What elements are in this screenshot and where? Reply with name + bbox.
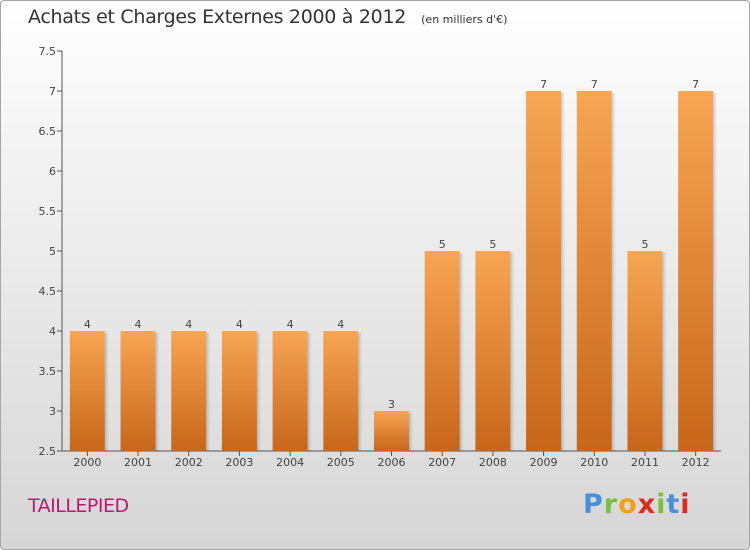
logo-letter: i (680, 489, 691, 520)
bar (424, 251, 460, 451)
proxiti-logo: Proxiti (583, 489, 691, 520)
data-labels: 4 4 4 4 4 4 3 5 5 7 7 5 7 (84, 78, 699, 411)
x-axis: 2000 2001 2002 2003 2004 2005 2006 2007 2008 2009… (62, 450, 721, 469)
x-tick-label: 2007 (428, 456, 456, 469)
chart-title: Achats et Charges Externes 2000 à 2012 (28, 6, 407, 28)
logo-letter: t (666, 489, 681, 520)
x-tick-label: 2002 (175, 456, 203, 469)
data-label: 3 (388, 398, 395, 411)
bar (171, 331, 207, 451)
data-label: 7 (540, 78, 547, 91)
x-tick-label: 2006 (378, 456, 406, 469)
logo-letter: P (583, 489, 604, 520)
logo-letter: o (618, 489, 638, 520)
x-tick-label: 2000 (73, 456, 101, 469)
x-tick-label: 2008 (479, 456, 507, 469)
y-tick-label: 2.5 (39, 445, 57, 458)
bar-shadow (307, 333, 312, 451)
y-tick-label: 4.5 (39, 285, 57, 298)
logo-letter: i (656, 489, 667, 520)
y-axis: 2.5 3 3.5 4 4.5 5 5.5 6 6.5 7 7.5 (39, 45, 63, 458)
x-tick-label: 2012 (682, 456, 710, 469)
x-tick-label: 2009 (530, 456, 558, 469)
bar-shadow (561, 93, 566, 451)
bar-shadow (510, 253, 515, 451)
logo-letter: r (603, 489, 619, 520)
bar (627, 251, 663, 451)
bar (475, 251, 511, 451)
bar (221, 331, 257, 451)
x-tick-label: 2010 (580, 456, 608, 469)
y-tick-label: 3.5 (39, 365, 57, 378)
bar-shadow (662, 253, 667, 451)
bar-shadow (104, 333, 109, 451)
y-tick-label: 6.5 (39, 125, 57, 138)
bar-shadow (358, 333, 363, 451)
data-label: 5 (439, 238, 446, 251)
y-tick-label: 7 (49, 85, 56, 98)
data-label: 5 (641, 238, 648, 251)
x-tick-label: 2004 (276, 456, 304, 469)
x-tick-label: 2011 (631, 456, 659, 469)
bar (526, 91, 562, 451)
bar (576, 91, 612, 451)
data-label: 7 (591, 78, 598, 91)
data-label: 7 (692, 78, 699, 91)
bar (678, 91, 714, 451)
bar-shadow (256, 333, 261, 451)
bar-shadow (459, 253, 464, 451)
bar (120, 331, 156, 451)
bar (69, 331, 105, 451)
x-tick-label: 2005 (327, 456, 355, 469)
x-tick-label: 2001 (124, 456, 152, 469)
data-label: 4 (236, 318, 243, 331)
commune-name: TAILLEPIED (28, 495, 129, 517)
y-tick-label: 5.5 (39, 205, 57, 218)
bar-shadow (409, 413, 413, 451)
y-tick-label: 7.5 (39, 45, 57, 58)
data-label: 4 (185, 318, 192, 331)
bar-shadow (155, 333, 160, 451)
bars (69, 91, 718, 451)
data-label: 4 (135, 318, 142, 331)
y-tick-label: 4 (49, 325, 56, 338)
data-label: 4 (287, 318, 294, 331)
bar-shadow (206, 333, 211, 451)
chart-unit: (en milliers d'€) (421, 13, 508, 26)
y-tick-label: 5 (49, 245, 56, 258)
bar-shadow (713, 93, 718, 451)
bar-shadow (611, 93, 616, 451)
data-label: 5 (489, 238, 496, 251)
title-block: Achats et Charges Externes 2000 à 2012 (… (28, 6, 507, 28)
bar (272, 331, 308, 451)
y-tick-label: 3 (49, 405, 56, 418)
bar (323, 331, 359, 451)
logo-letter: x (637, 489, 657, 520)
bar (374, 411, 409, 451)
x-tick-label: 2003 (225, 456, 253, 469)
data-label: 4 (337, 318, 344, 331)
y-tick-label: 6 (49, 165, 56, 178)
data-label: 4 (84, 318, 91, 331)
